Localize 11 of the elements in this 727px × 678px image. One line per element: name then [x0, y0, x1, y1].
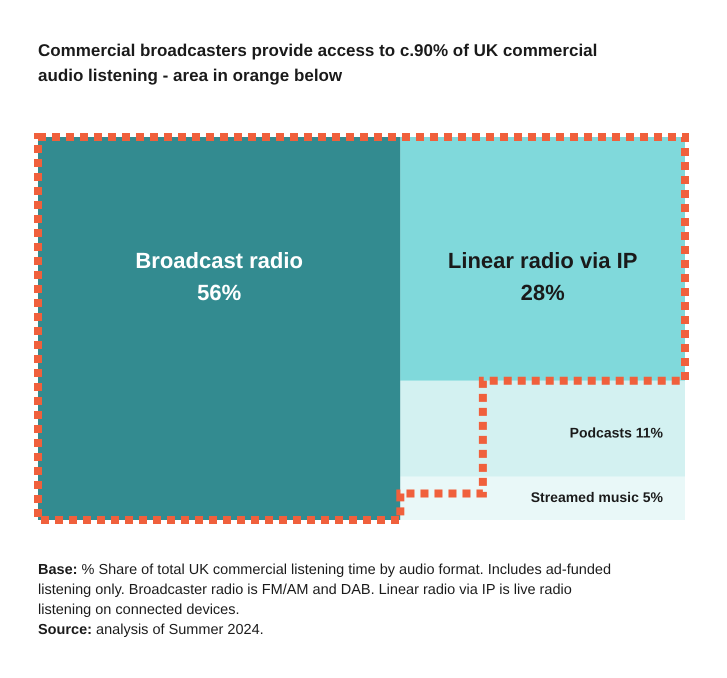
category-label: Podcasts: [570, 424, 632, 440]
text: Base: % Share of total UK commercial listening time by audio format. Includes ad-funded listening only. Broadcaster radio is FM/AM and DAB. Linear radio via IP is live radio listening on connected devices.: [38, 561, 612, 620]
category-label: Linear radio via IP: [448, 248, 638, 274]
data-label: 11%: [636, 424, 664, 440]
data-label: 5%: [642, 489, 664, 506]
text: Commercial broadcasters provide access to c.90% of UK commercial audio listening - area in orange below: [38, 40, 598, 87]
category-label: Streamed music: [530, 489, 640, 506]
category-label: Broadcast radio: [135, 248, 303, 274]
source-note: Source: analysis of Summer 2024.: [38, 621, 265, 640]
data-label: 56%: [197, 280, 242, 306]
data-label: 28%: [520, 280, 565, 306]
